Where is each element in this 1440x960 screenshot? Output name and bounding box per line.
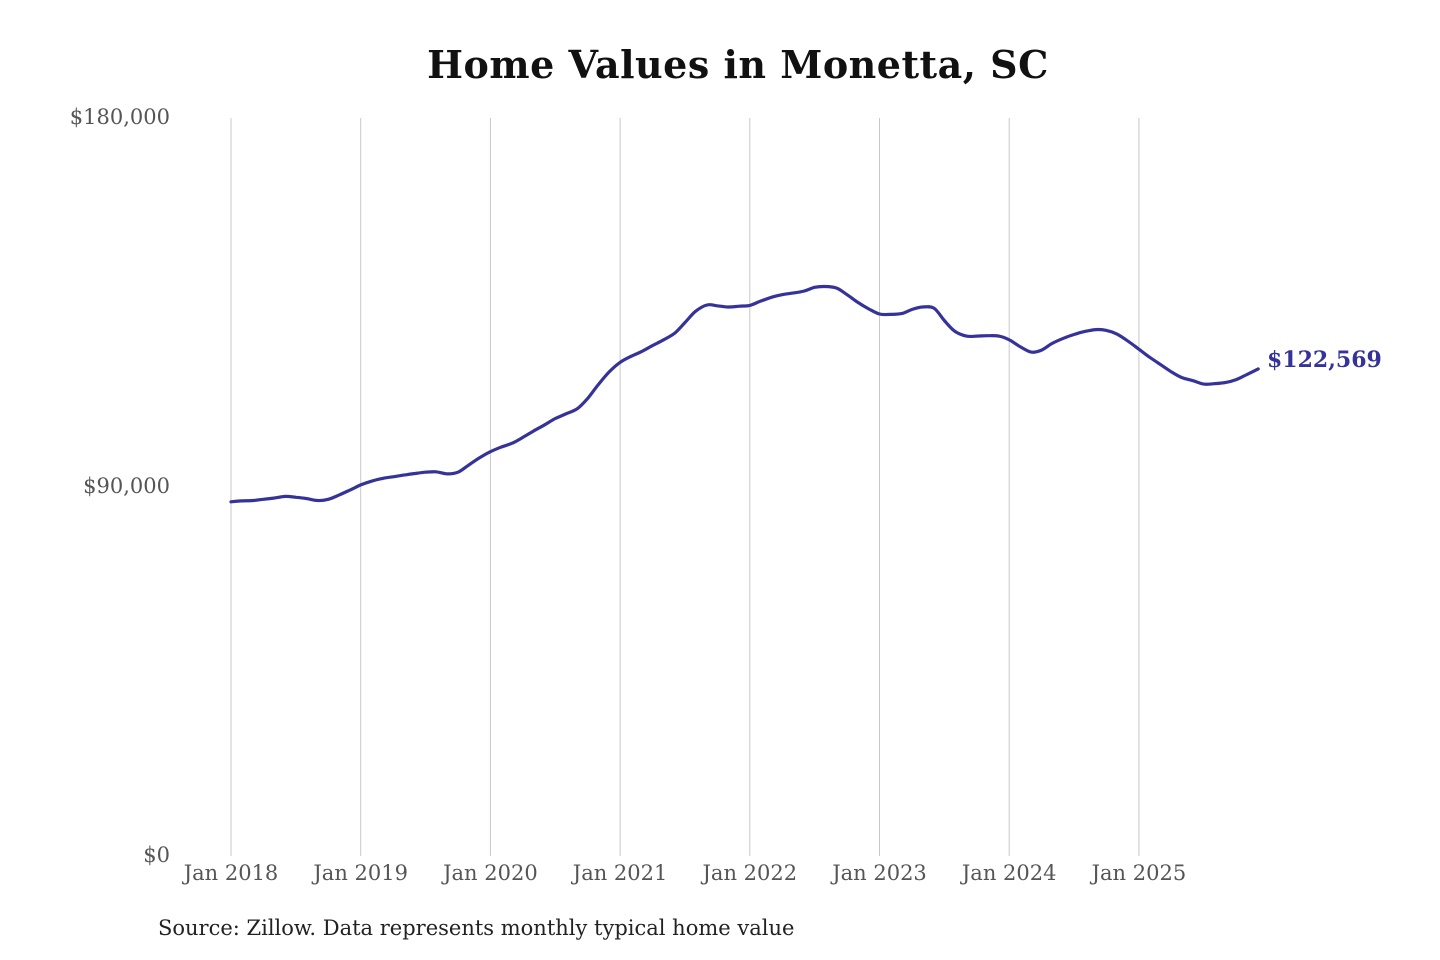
- end-value-label: $122,569: [1267, 347, 1382, 373]
- y-tick-label: $0: [143, 843, 170, 867]
- y-axis-ticks: $0 $90,000 $180,000: [70, 105, 170, 867]
- y-tick-label: $90,000: [83, 474, 170, 498]
- x-tick-label: Jan 2019: [311, 861, 408, 885]
- x-tick-label: Jan 2022: [701, 861, 798, 885]
- x-tick-label: Jan 2023: [830, 861, 927, 885]
- end-label-layer: $122,569: [1267, 347, 1382, 373]
- series-line-home-value: [229, 284, 1260, 504]
- x-tick-label: Jan 2024: [960, 861, 1057, 885]
- x-tick-label: Jan 2021: [571, 861, 668, 885]
- x-tick-label: Jan 2025: [1090, 861, 1187, 885]
- chart-source-note: Source: Zillow. Data represents monthly …: [158, 916, 795, 940]
- x-axis-ticks: Jan 2018 Jan 2019 Jan 2020 Jan 2021 Jan 2022…: [182, 861, 1186, 885]
- gridlines: [230, 118, 1140, 856]
- x-tick-label: Jan 2020: [441, 861, 538, 885]
- chart-title: Home Values in Monetta, SC: [427, 42, 1049, 87]
- x-tick-label: Jan 2018: [182, 861, 279, 885]
- series-layer: [229, 284, 1260, 504]
- y-tick-label: $180,000: [70, 105, 170, 129]
